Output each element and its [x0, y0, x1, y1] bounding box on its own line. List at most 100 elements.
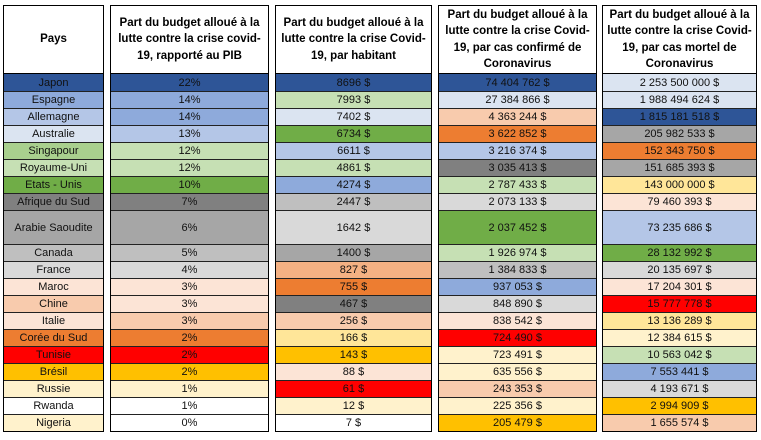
cell-pib: 6% [111, 210, 268, 244]
cell-pib: 2% [111, 346, 268, 363]
cell-cas: 3 622 852 $ [439, 125, 596, 142]
cell-pib: 0% [111, 414, 268, 431]
cell-pays: Allemagne [4, 108, 103, 125]
cell-habitant: 61 $ [276, 380, 431, 397]
column-habitant: Part du budget alloué à la lutte contre … [275, 5, 432, 432]
cell-mortel: 1 655 574 $ [603, 414, 756, 431]
cell-pib: 22% [111, 74, 268, 91]
cell-pays: Russie [4, 380, 103, 397]
cell-cas: 74 404 762 $ [439, 74, 596, 91]
cell-mortel: 151 685 393 $ [603, 159, 756, 176]
header-pib: Part du budget alloué à la lutte contre … [111, 6, 268, 74]
cell-habitant: 2447 $ [276, 193, 431, 210]
cell-mortel: 152 343 750 $ [603, 142, 756, 159]
cell-mortel: 17 204 301 $ [603, 278, 756, 295]
cell-pib: 12% [111, 159, 268, 176]
cell-pays: Tunisie [4, 346, 103, 363]
cell-cas: 1 926 974 $ [439, 244, 596, 261]
cell-habitant: 143 $ [276, 346, 431, 363]
cell-pib: 2% [111, 329, 268, 346]
cell-pib: 3% [111, 312, 268, 329]
cell-cas: 243 353 $ [439, 380, 596, 397]
cell-pib: 10% [111, 176, 268, 193]
cell-cas: 838 542 $ [439, 312, 596, 329]
cell-habitant: 166 $ [276, 329, 431, 346]
cell-habitant: 256 $ [276, 312, 431, 329]
cell-habitant: 755 $ [276, 278, 431, 295]
column-body-mortel: 2 253 500 000 $1 988 494 624 $1 815 181 … [603, 74, 756, 431]
cell-habitant: 88 $ [276, 363, 431, 380]
cell-mortel: 28 132 992 $ [603, 244, 756, 261]
cell-habitant: 6611 $ [276, 142, 431, 159]
cell-habitant: 6734 $ [276, 125, 431, 142]
column-pib: Part du budget alloué à la lutte contre … [110, 5, 269, 432]
cell-habitant: 4861 $ [276, 159, 431, 176]
cell-pib: 13% [111, 125, 268, 142]
cell-habitant: 1642 $ [276, 210, 431, 244]
cell-pays: Rwanda [4, 397, 103, 414]
cell-mortel: 143 000 000 $ [603, 176, 756, 193]
cell-cas: 2 787 433 $ [439, 176, 596, 193]
column-mortel: Part du budget alloué à la lutte contre … [602, 5, 757, 432]
cell-pays: Singapour [4, 142, 103, 159]
cell-mortel: 73 235 686 $ [603, 210, 756, 244]
cell-habitant: 7402 $ [276, 108, 431, 125]
cell-cas: 2 073 133 $ [439, 193, 596, 210]
cell-pib: 12% [111, 142, 268, 159]
cell-cas: 724 490 $ [439, 329, 596, 346]
cell-cas: 937 053 $ [439, 278, 596, 295]
cell-habitant: 7993 $ [276, 91, 431, 108]
cell-mortel: 1 815 181 518 $ [603, 108, 756, 125]
cell-habitant: 1400 $ [276, 244, 431, 261]
cell-mortel: 7 553 441 $ [603, 363, 756, 380]
cell-pib: 3% [111, 295, 268, 312]
header-cas: Part du budget alloué à la lutte contre … [439, 6, 596, 74]
cell-pays: France [4, 261, 103, 278]
cell-pib: 2% [111, 363, 268, 380]
column-cas: Part du budget alloué à la lutte contre … [438, 5, 597, 432]
cell-pays: Corée du Sud [4, 329, 103, 346]
cell-pays: Brésil [4, 363, 103, 380]
cell-habitant: 4274 $ [276, 176, 431, 193]
cell-cas: 205 479 $ [439, 414, 596, 431]
cell-pib: 7% [111, 193, 268, 210]
column-body-habitant: 8696 $7993 $7402 $6734 $6611 $4861 $4274… [276, 74, 431, 431]
cell-pib: 1% [111, 397, 268, 414]
cell-cas: 848 890 $ [439, 295, 596, 312]
cell-mortel: 10 563 042 $ [603, 346, 756, 363]
cell-habitant: 12 $ [276, 397, 431, 414]
cell-pib: 5% [111, 244, 268, 261]
cell-cas: 3 216 374 $ [439, 142, 596, 159]
cell-pib: 14% [111, 108, 268, 125]
column-body-pib: 22% 14% 14% 13% 12% 12% 10% 7% 6% 5% 4% 3% 3% 3% 2% 2% 2… [111, 74, 268, 431]
cell-mortel: 2 994 909 $ [603, 397, 756, 414]
column-body-pays: Japon Espagne Allemagne Australie Singapour R… [4, 74, 103, 431]
cell-pays: Chine [4, 295, 103, 312]
cell-pib: 14% [111, 91, 268, 108]
cell-mortel: 13 136 289 $ [603, 312, 756, 329]
header-pays: Pays [4, 6, 103, 74]
cell-mortel: 1 988 494 624 $ [603, 91, 756, 108]
cell-pib: 3% [111, 278, 268, 295]
cell-habitant: 827 $ [276, 261, 431, 278]
cell-pays: Maroc [4, 278, 103, 295]
cell-habitant: 7 $ [276, 414, 431, 431]
cell-cas: 1 384 833 $ [439, 261, 596, 278]
cell-mortel: 79 460 393 $ [603, 193, 756, 210]
cell-pays: Espagne [4, 91, 103, 108]
cell-pib: 1% [111, 380, 268, 397]
cell-pays: Etats - Unis [4, 176, 103, 193]
cell-cas: 225 356 $ [439, 397, 596, 414]
cell-cas: 3 035 413 $ [439, 159, 596, 176]
cell-pays: Nigeria [4, 414, 103, 431]
cell-cas: 723 491 $ [439, 346, 596, 363]
cell-pays: Italie [4, 312, 103, 329]
cell-pays: Canada [4, 244, 103, 261]
cell-habitant: 467 $ [276, 295, 431, 312]
cell-cas: 635 556 $ [439, 363, 596, 380]
cell-pays: Australie [4, 125, 103, 142]
cell-mortel: 4 193 671 $ [603, 380, 756, 397]
cell-pays: Japon [4, 74, 103, 91]
cell-cas: 27 384 866 $ [439, 91, 596, 108]
cell-habitant: 8696 $ [276, 74, 431, 91]
